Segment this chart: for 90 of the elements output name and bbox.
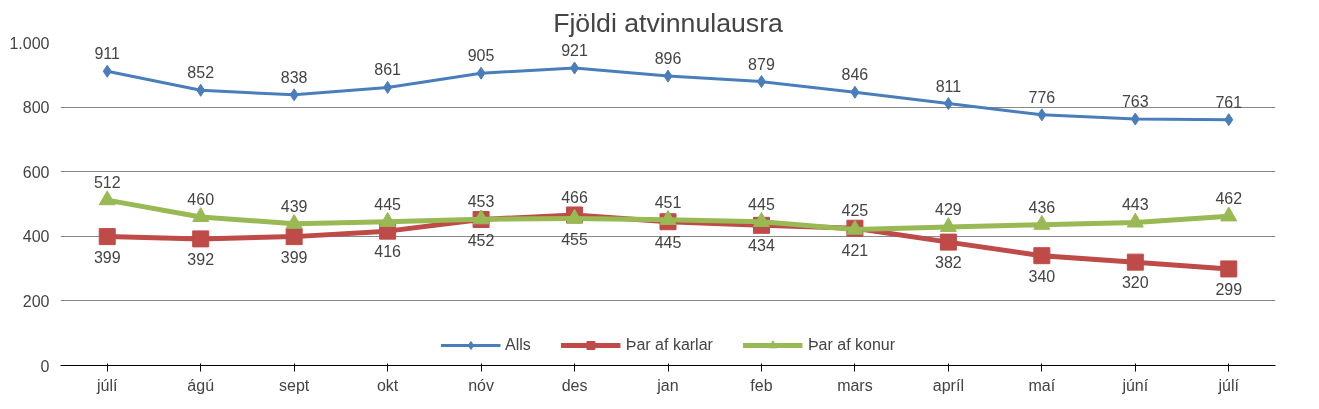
point [850,85,860,99]
data-label: 421 [841,241,869,259]
data-label: 445 [654,233,682,251]
point [1033,214,1051,230]
point [196,83,206,97]
y-tick-label: 0 [40,357,50,375]
point [192,230,210,248]
data-label: 436 [1028,198,1056,216]
y-tick-label: 400 [22,228,50,246]
point [289,88,299,102]
data-label: 846 [841,66,869,84]
data-label: 434 [748,237,775,255]
point [1033,247,1051,265]
point [102,64,112,78]
data-label: 852 [187,64,215,82]
data-label: 392 [187,250,215,268]
point [756,75,766,89]
data-label: 512 [93,174,121,192]
data-label: 445 [374,195,402,213]
point [383,80,393,94]
data-label: 451 [654,193,682,211]
x-tick-label: mars [837,376,873,394]
point [939,233,957,251]
x-tick-label: apríl [932,376,964,394]
point [1220,206,1238,222]
x-tick-label: júlí [1217,376,1240,394]
data-label: 761 [1215,93,1243,111]
chart-title: Fjöldi atvinnulausra [553,7,784,38]
x-tick-label: okt [376,376,399,394]
data-label: 776 [1028,88,1056,106]
y-tick-label: 600 [22,163,50,181]
data-label: 921 [561,42,588,60]
x-tick-label: feb [750,376,773,394]
x-tick-label: ágú [187,376,215,394]
data-label: 462 [1215,190,1243,208]
data-label: 429 [935,200,962,218]
y-tick-label: 800 [22,99,50,117]
y-tick-label: 1.000 [9,34,50,52]
y-tick-label: 200 [22,292,50,310]
point [1130,112,1140,126]
x-tick-label: des [561,376,588,394]
legend-label: Þar af karlar [625,336,713,354]
data-label: 763 [1121,93,1149,111]
data-label: 425 [841,202,869,220]
data-label: 443 [1121,196,1149,214]
point [570,61,580,75]
point [285,228,303,246]
x-tick-label: jan [656,376,679,394]
point [939,217,957,233]
data-label: 299 [1215,280,1243,298]
point [1037,108,1047,122]
data-label: 340 [1028,267,1056,285]
x-tick-label: sept [279,376,310,394]
data-label: 896 [654,50,682,68]
x-tick-label: maí [1028,376,1056,394]
point [192,207,210,223]
data-label: 445 [748,195,775,213]
point [476,66,486,80]
data-label: 382 [935,254,962,272]
point [752,212,770,227]
data-label: 905 [467,47,495,65]
x-tick-label: júlí [96,376,119,394]
data-label: 460 [187,190,215,208]
data-label: 879 [748,55,775,73]
point [659,210,677,225]
data-label: 861 [374,61,402,79]
x-tick-label: júní [1121,376,1149,394]
data-label: 416 [374,243,402,261]
point [98,190,116,206]
data-label: 439 [280,197,308,215]
point [1220,260,1238,278]
legend-label: Þar af konur [807,336,896,354]
point [1224,113,1234,127]
data-label: 320 [1121,274,1149,292]
point [379,212,397,227]
point [285,213,303,229]
x-tick-label: nóv [468,376,494,394]
point [1126,253,1144,271]
data-label: 466 [561,188,588,206]
data-label: 399 [280,248,308,266]
point [663,69,673,83]
point [1126,212,1144,228]
data-label: 399 [93,248,121,266]
data-label: 811 [935,77,962,95]
data-label: 453 [467,193,495,211]
data-label: 838 [280,68,308,86]
point [98,228,116,246]
data-label: 911 [94,45,121,63]
point [943,97,953,111]
legend-label: Alls [504,336,531,354]
